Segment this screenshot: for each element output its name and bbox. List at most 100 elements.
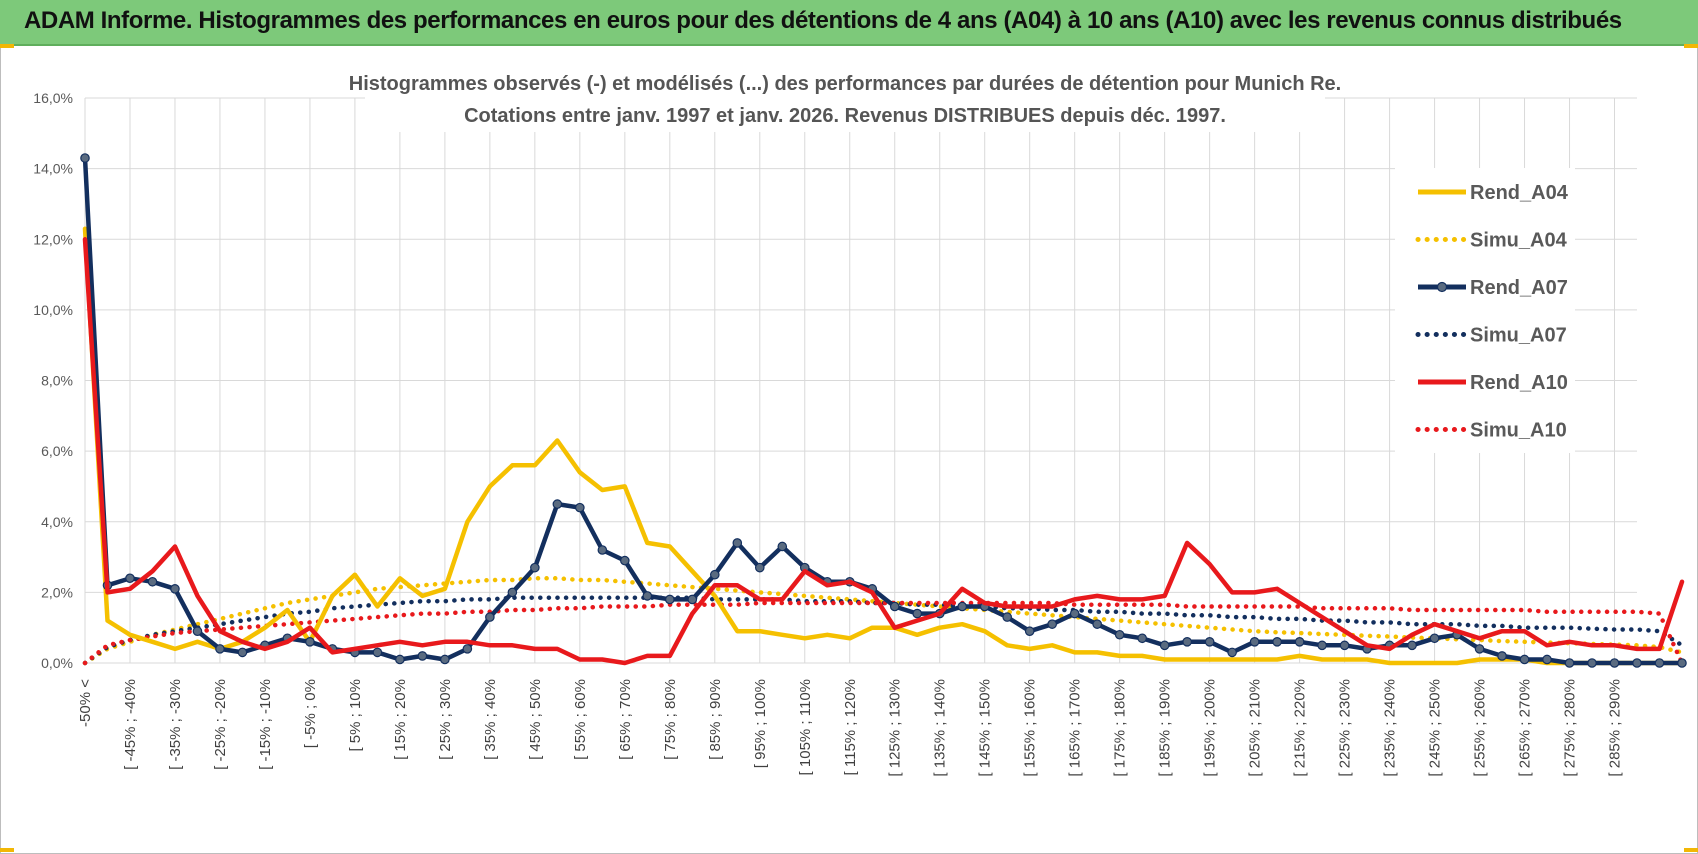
x-tick-label: [ 115% ; 120%: [842, 679, 859, 775]
data-point-rend-a07: [440, 654, 450, 665]
legend-label: Rend_A07: [1470, 277, 1568, 299]
x-tick-label: [ 75% ; 80%: [662, 679, 679, 760]
data-point-rend-a07: [1272, 637, 1282, 647]
data-point-rend-a07: [1294, 637, 1305, 647]
x-tick-label: [ -45% ; -40%: [122, 679, 139, 770]
x-tick-label: [ 85% ; 90%: [707, 679, 724, 760]
data-point-rend-a07: [1497, 651, 1507, 661]
data-point-rend-a07: [305, 637, 315, 647]
y-tick-label: 12,0%: [33, 231, 73, 247]
x-tick-label: [ 255% ; 260%: [1472, 679, 1489, 777]
data-point-rend-a07: [1317, 640, 1327, 651]
legend-marker: [1436, 281, 1448, 293]
x-tick-label: [ 155% ; 160%: [1022, 679, 1039, 777]
y-tick-label: 4,0%: [41, 514, 73, 530]
data-point-rend-a07: [215, 644, 225, 654]
data-point-rend-a07: [665, 594, 675, 605]
data-point-rend-a07: [1137, 633, 1147, 644]
x-tick-label: [ -5% ; 0%: [302, 679, 319, 748]
x-tick-label: [ 235% ; 240%: [1382, 679, 1399, 777]
data-point-rend-a07: [1407, 640, 1417, 651]
data-point-rend-a07: [620, 555, 630, 566]
performance-histogram-chart: 0,0% 2,0% 4,0% 6,0% 8,0% 10,0% 12,0% 14,0% 16,0%…: [33, 62, 1687, 777]
x-tick-label: [ 25% ; 30%: [437, 679, 454, 760]
data-point-rend-a07: [1519, 654, 1530, 665]
series-line-simu-a10: [82, 600, 1685, 666]
x-tick-label: [ 45% ; 50%: [527, 679, 544, 760]
data-point-rend-a07: [1182, 637, 1192, 647]
corner-accent-right: [1684, 44, 1698, 48]
x-tick-label: [ 55% ; 60%: [572, 679, 589, 760]
corner-accent-bottom-left: [0, 848, 14, 852]
x-tick-label: [ 245% ; 250%: [1427, 679, 1444, 777]
data-point-rend-a07: [777, 541, 788, 552]
data-point-rend-a07: [1339, 640, 1350, 651]
data-point-rend-a07: [485, 612, 495, 622]
data-point-rend-a07: [1114, 629, 1125, 640]
data-point-rend-a07: [170, 584, 180, 594]
x-tick-label: [ 165% ; 170%: [1067, 679, 1084, 777]
x-tick-label: [ 135% ; 140%: [932, 679, 949, 777]
data-point-rend-a07: [1632, 658, 1642, 668]
x-axis-tick-labels: -50% < [ -45% ; -40% [ -35% ; -30% [ -25% ;…: [77, 679, 1624, 777]
y-tick-label: 0,0%: [41, 655, 73, 671]
y-tick-label: 8,0%: [41, 373, 73, 389]
x-tick-label: [ 145% ; 150%: [977, 679, 994, 777]
data-point-rend-a07: [1047, 619, 1057, 629]
data-point-rend-a07: [1654, 658, 1665, 668]
data-point-rend-a07: [1677, 658, 1687, 668]
data-point-rend-a07: [732, 538, 743, 548]
data-point-rend-a07: [1587, 658, 1597, 668]
legend-background: [1395, 168, 1575, 453]
data-point-rend-a07: [552, 499, 563, 509]
y-tick-label: 16,0%: [33, 90, 73, 106]
data-point-rend-a07: [372, 647, 383, 658]
x-tick-label: [ 225% ; 230%: [1337, 679, 1354, 777]
x-tick-label: [ 95% ; 100%: [752, 679, 769, 768]
report-banner: ADAM Informe. Histogrammes des performan…: [0, 0, 1698, 46]
x-tick-label: [ 215% ; 220%: [1292, 679, 1309, 777]
legend-label: Rend_A10: [1470, 372, 1568, 394]
x-tick-label: [ 125% ; 130%: [887, 679, 904, 777]
data-point-rend-a07: [709, 569, 720, 580]
data-point-rend-a07: [395, 654, 405, 665]
x-tick-label: [ -25% ; -20%: [212, 679, 229, 770]
y-tick-label: 2,0%: [41, 584, 73, 600]
data-point-rend-a07: [1227, 647, 1237, 658]
data-point-rend-a07: [1474, 644, 1485, 654]
x-tick-label: [ 195% ; 200%: [1202, 679, 1219, 777]
x-tick-label: [ 185% ; 190%: [1157, 679, 1174, 777]
corner-accent-left: [0, 44, 14, 48]
legend-label: Simu_A10: [1470, 420, 1567, 442]
data-point-rend-a07: [80, 153, 90, 163]
x-tick-label: [ -15% ; -10%: [257, 679, 274, 770]
series-lines: [80, 153, 1687, 668]
data-point-rend-a07: [1204, 637, 1215, 647]
x-tick-label: [ 5% ; 10%: [347, 679, 364, 752]
x-tick-label: [ 65% ; 70%: [617, 679, 634, 760]
chart-title: Histogrammes observés (-) et modélisés (…: [349, 73, 1341, 95]
legend-label: Simu_A04: [1470, 230, 1568, 252]
data-point-rend-a07: [530, 562, 540, 573]
chart-subtitle: Cotations entre janv. 1997 et janv. 2026…: [464, 105, 1226, 127]
series-line-simu-a04: [82, 576, 1685, 666]
data-point-rend-a07: [1069, 608, 1080, 619]
data-point-rend-a07: [889, 601, 900, 612]
data-point-rend-a07: [575, 502, 585, 513]
data-point-rend-a07: [1542, 654, 1552, 665]
data-point-rend-a07: [1024, 626, 1035, 637]
data-point-rend-a07: [507, 587, 518, 598]
data-point-rend-a07: [687, 594, 698, 605]
x-tick-label: -50% <: [77, 679, 94, 727]
chart-title-block: Histogrammes observés (-) et modélisés (…: [349, 62, 1341, 132]
corner-accent-bottom-right: [1684, 848, 1698, 852]
y-tick-label: 6,0%: [41, 443, 73, 459]
x-tick-label: [ 175% ; 180%: [1112, 679, 1129, 777]
data-point-rend-a07: [147, 576, 158, 587]
data-point-rend-a07: [192, 626, 203, 637]
x-tick-label: [ 15% ; 20%: [392, 679, 409, 760]
series-line-rend-a04: [82, 226, 1685, 666]
data-point-rend-a07: [1249, 637, 1260, 647]
x-tick-label: [ 285% ; 290%: [1607, 679, 1624, 777]
data-point-rend-a07: [125, 573, 135, 584]
